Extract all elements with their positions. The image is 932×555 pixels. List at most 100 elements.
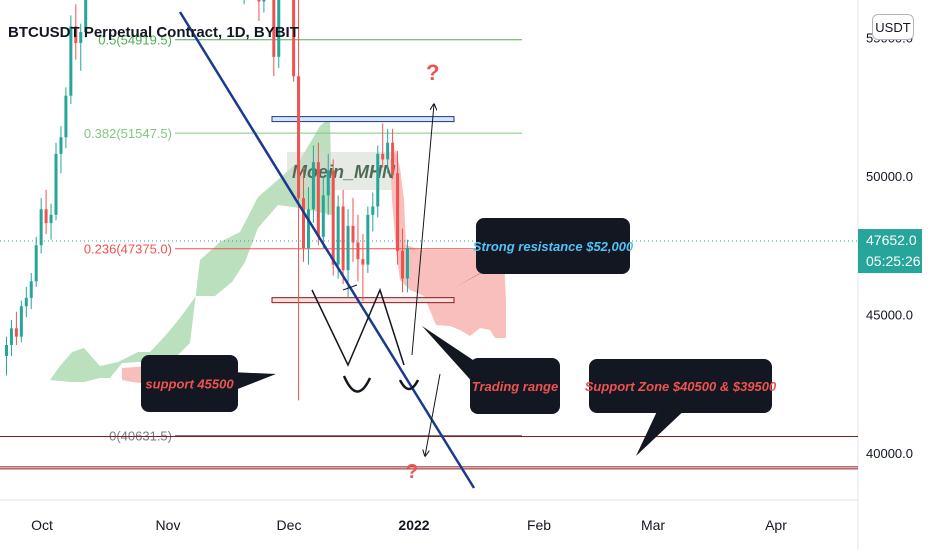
range-zigzag [311,287,405,367]
candle-body [321,195,325,237]
chart-title: BTCUSDT Perpetual Contract, 1D, BYBIT [8,24,299,41]
candle-body [381,153,385,160]
candles [5,0,409,401]
candle-body [331,170,335,265]
candle-body [262,0,266,2]
cloud-bullish [100,118,332,378]
candle-body [272,0,276,57]
range-mark [342,284,358,291]
support-zone-callout: Support Zone $40500 & $39500 [585,359,777,456]
candle-body [14,328,18,337]
candle-body [44,209,48,224]
candle-body [257,0,261,2]
candle-body [302,198,305,249]
candle-body [346,225,350,271]
time-tick-label: Apr [765,517,787,533]
support-zone-callout-pointer [636,405,690,456]
question-mark-top: ? [426,60,439,85]
time-tick-label: Oct [31,517,53,533]
support-callout-text: support 45500 [145,377,234,392]
watermark-box [287,152,392,190]
time-tick-label: 2022 [398,517,429,533]
candle-body [396,173,400,251]
candle-body [9,328,13,345]
strong-resistance-callout-box [476,218,630,274]
candle-body [391,142,395,174]
candle-body [49,214,53,224]
current-price-badge [858,229,922,274]
candle-body [74,26,78,44]
bearish-scenario-arrow [425,373,441,456]
candle-body [59,137,63,154]
candle-body [401,250,404,279]
candle-body [306,209,310,249]
strong-resistance-callout-text: Strong resistance $52,000 [473,239,634,254]
candle-body [54,153,58,215]
cloud-bearish [390,150,506,338]
candle-body [19,306,23,337]
strong-resistance-callout: Strong resistance $52,000 [454,218,634,288]
support-zone-callout-box [589,359,772,413]
time-tick-label: Nov [156,517,181,533]
trading-range-callout-text: Trading range [472,379,558,394]
candle-body [5,344,8,357]
time-tick-label: Mar [641,517,665,533]
ichimoku-cloud [50,118,506,384]
time-tick-label: Feb [527,517,551,533]
watermark-text: Moein_MHN [292,162,396,182]
trading-range-callout: Trading range [422,326,560,414]
candle-body [311,162,315,210]
candle-body [405,248,409,279]
candle-body [376,153,380,207]
candle-body [24,297,28,307]
candle-body [336,206,340,265]
candle-body [366,214,370,265]
bullish-scenario-arrow [411,104,434,356]
support-callout-box [141,355,238,412]
candle-body [326,170,330,196]
candle-body [297,76,301,199]
fib-retracement: 1(69207.5)0.786(63092.0)0.618(58291.5)0.… [84,33,522,444]
candle-body [84,0,88,32]
candle-body [79,31,83,44]
descending-trendline [178,11,476,489]
price-tick-label: 50000.0 [866,169,913,184]
candle-body [277,0,281,57]
bar-countdown-label: 05:25:26 [866,253,921,269]
time-axis: Oct Nov Dec 2022 Feb Mar Apr [31,517,787,533]
candle-body [64,95,68,138]
price-tick-label: 40000.0 [866,446,913,461]
candle-body [386,142,390,160]
price-axis: 40000.045000.050000.055000.066080.062980… [858,31,922,461]
fib-level-label: 0.236(47375.0) [84,242,172,257]
currency-button[interactable]: USDT [872,14,914,40]
candle-body [371,206,375,215]
question-mark-bottom: ? [406,461,418,483]
current-price-label: 47652.0 [866,232,917,248]
resistance-zone [271,116,455,123]
cloud-bullish [50,348,100,382]
candle-body [356,242,360,260]
candle-body [29,281,33,298]
candle-body [39,209,43,246]
candle-body [69,26,73,96]
price-tick-label: 45000.0 [866,308,913,323]
time-tick-label: Dec [277,517,302,533]
support-callout-pointer [230,372,276,392]
candle-body [351,225,355,243]
candle-body [292,0,296,77]
fib-level-label: 0.382(51547.5) [84,126,172,141]
fib-level-label: 0.5(54919.5) [98,33,172,48]
support-callout: support 45500 [141,355,276,412]
candle-body [361,259,365,265]
candle-body [34,245,38,282]
cup-arc [398,379,420,391]
cup-arc [342,375,372,393]
trading-range-callout-box [470,358,560,414]
trading-range-callout-pointer [422,326,476,386]
candle-body [341,206,345,271]
support-zone-callout-text: Support Zone $40500 & $39500 [585,379,777,394]
candle-body [316,162,320,237]
